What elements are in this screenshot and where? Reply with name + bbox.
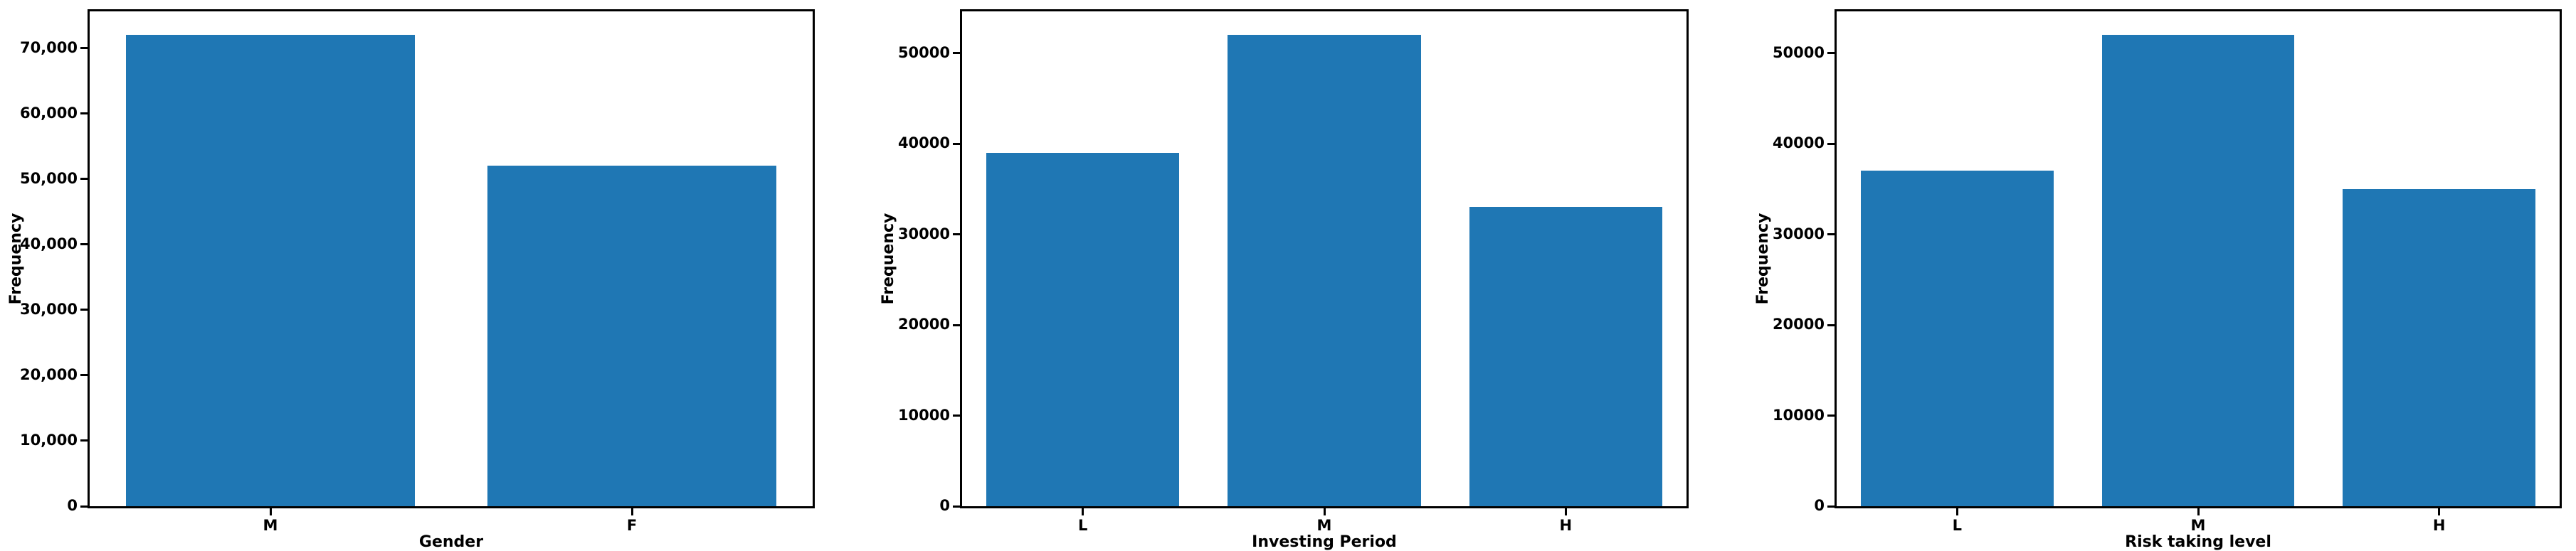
x-tick-mark (1323, 508, 1326, 515)
y-axis-label: Frequency (1754, 213, 1772, 305)
bar-F (487, 166, 777, 506)
bar-M (1228, 35, 1421, 506)
y-tick-mark (953, 142, 960, 145)
y-tick-mark (80, 178, 88, 181)
x-tick-mark (269, 508, 272, 515)
x-tick-mark (630, 508, 633, 515)
x-tick-mark (2438, 508, 2441, 515)
y-tick-mark (80, 243, 88, 246)
y-tick-label: 0 (939, 497, 950, 515)
y-tick-mark (953, 414, 960, 417)
x-axis-label: Risk taking level (2125, 533, 2271, 551)
y-tick-label: 10000 (897, 406, 950, 424)
bar-M (2101, 35, 2295, 506)
x-tick-mark (1082, 508, 1084, 515)
x-tick-label: M (1316, 517, 1332, 534)
bar-L (1860, 171, 2054, 506)
x-tick-label: H (1559, 517, 1573, 534)
y-tick-mark (953, 505, 960, 508)
y-tick-mark (80, 505, 88, 508)
y-tick-mark (1827, 323, 1835, 326)
bar-H (1469, 207, 1663, 506)
y-tick-label: 10,000 (19, 432, 78, 449)
y-tick-label: 60,000 (19, 104, 78, 122)
y-tick-mark (1827, 414, 1835, 417)
x-axis-label: Gender (418, 533, 484, 551)
y-tick-mark (80, 112, 88, 115)
x-tick-label: L (1077, 517, 1088, 534)
y-tick-mark (80, 47, 88, 50)
y-tick-label: 40,000 (19, 235, 78, 252)
y-tick-label: 70,000 (19, 38, 78, 56)
y-tick-mark (953, 52, 960, 55)
axes-2-investing-period: L M H 0 10000 20000 30000 40000 50000 Investing P… (880, 9, 1689, 550)
bar-M (125, 35, 416, 506)
y-tick-label: 50000 (897, 43, 950, 61)
y-tick-mark (80, 309, 88, 311)
x-tick-label: F (626, 517, 638, 534)
x-tick-label: L (1952, 517, 1963, 534)
y-tick-mark (1827, 142, 1835, 145)
y-tick-label: 40000 (897, 134, 950, 152)
y-tick-label: 50000 (1772, 43, 1825, 61)
y-tick-mark (1827, 233, 1835, 236)
y-tick-label: 20000 (897, 316, 950, 333)
y-tick-label: 10000 (1772, 406, 1825, 424)
x-tick-mark (2197, 508, 2200, 515)
y-tick-mark (80, 439, 88, 442)
bar-L (986, 152, 1180, 506)
x-tick-label: H (2432, 517, 2446, 534)
x-tick-label: M (2190, 517, 2206, 534)
axes-1-gender: M F 0 10,000 20,000 30,000 40,000 50,000 60,000 7… (7, 9, 815, 550)
y-tick-label: 30,000 (19, 300, 78, 318)
bar-H (2343, 188, 2536, 506)
y-tick-label: 40000 (1772, 134, 1825, 152)
y-tick-mark (80, 374, 88, 377)
y-axis-label: Frequency (880, 213, 897, 305)
y-tick-label: 30000 (897, 225, 950, 242)
axes-3-risk-taking-level: L M H 0 10000 20000 30000 40000 50000 Risk taking… (1754, 9, 2562, 550)
y-tick-label: 50,000 (19, 169, 78, 187)
y-tick-label: 20,000 (19, 365, 78, 383)
y-tick-label: 30000 (1772, 225, 1825, 242)
x-tick-mark (1955, 508, 1958, 515)
y-tick-mark (1827, 52, 1835, 55)
x-axis-label: Investing Period (1252, 533, 1397, 551)
y-tick-mark (953, 233, 960, 236)
x-tick-label: M (263, 517, 278, 534)
y-tick-label: 20000 (1772, 316, 1825, 333)
y-tick-mark (1827, 505, 1835, 508)
x-tick-mark (1564, 508, 1567, 515)
y-tick-mark (953, 323, 960, 326)
y-tick-label: 0 (67, 497, 78, 515)
y-tick-label: 0 (1814, 497, 1825, 515)
y-axis-label: Frequency (7, 213, 25, 305)
